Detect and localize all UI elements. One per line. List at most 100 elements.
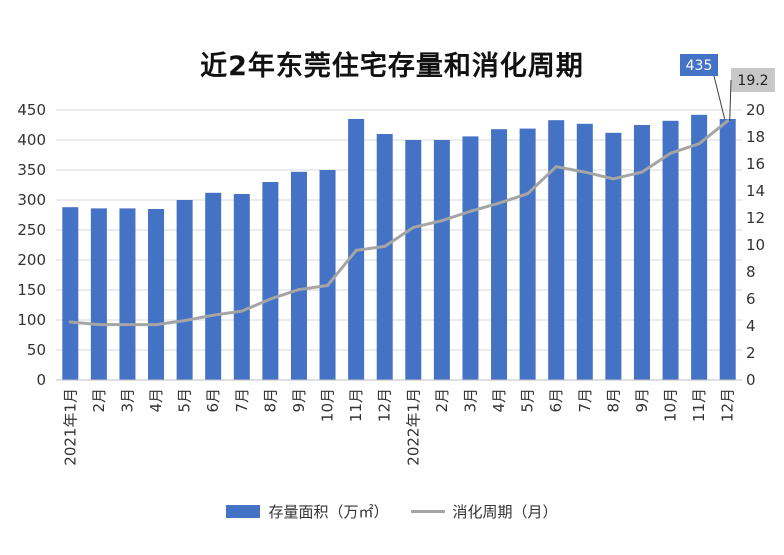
y-left-tick-label: 150 <box>17 281 46 299</box>
x-tick-label: 2022年1月 <box>404 388 422 466</box>
x-tick-label: 12月 <box>719 388 737 422</box>
bar <box>119 208 136 380</box>
x-tick-label: 9月 <box>290 388 308 413</box>
y-right-tick-label: 10 <box>746 236 765 254</box>
x-tick-label: 11月 <box>347 388 365 422</box>
bar <box>205 192 222 380</box>
line-point <box>554 165 558 169</box>
bar <box>576 123 593 381</box>
line-point <box>497 201 501 205</box>
x-tick-label: 12月 <box>376 388 394 422</box>
y-left-tick-label: 200 <box>17 251 46 269</box>
y-right-tick-label: 4 <box>746 317 756 335</box>
y-right-tick-label: 18 <box>746 128 765 146</box>
bar <box>319 170 336 380</box>
bar <box>633 125 650 380</box>
y-right-tick-label: 8 <box>746 263 756 281</box>
y-left-tick-label: 400 <box>17 131 46 149</box>
line-point <box>440 219 444 223</box>
line-point <box>297 288 301 292</box>
bar <box>719 119 736 380</box>
x-tick-label: 6月 <box>204 388 222 413</box>
x-tick-label: 10月 <box>662 388 680 422</box>
legend-swatch-line <box>410 510 445 513</box>
bar <box>176 200 193 380</box>
x-tick-label: 7月 <box>233 388 251 413</box>
bar <box>662 120 679 381</box>
y-right-tick-label: 2 <box>746 344 756 362</box>
legend-swatch-bar <box>226 505 261 518</box>
x-tick-label: 8月 <box>261 388 279 413</box>
x-tick-label: 5月 <box>519 388 537 413</box>
bar <box>148 209 165 380</box>
line-point <box>354 248 358 252</box>
y-left-tick-label: 450 <box>17 101 46 119</box>
x-tick-label: 2月 <box>90 388 108 413</box>
y-right-tick-label: 20 <box>746 101 765 119</box>
annotation-label-stock: 435 <box>686 58 713 74</box>
y-left-tick-label: 50 <box>27 341 46 359</box>
bar <box>233 194 250 380</box>
bar <box>405 140 422 380</box>
y-right-tick-label: 16 <box>746 155 765 173</box>
line-point <box>640 170 644 174</box>
bar <box>90 208 107 380</box>
bar <box>605 132 622 380</box>
line-point <box>154 323 158 327</box>
bar <box>548 120 565 380</box>
legend-label-digestion-period: 消化周期（月） <box>452 503 558 521</box>
x-tick-label: 4月 <box>490 388 508 413</box>
line-point <box>669 151 673 155</box>
bar <box>462 136 479 380</box>
annotation-label-period: 19.2 <box>737 73 768 89</box>
bar <box>691 114 708 381</box>
line-point <box>211 313 215 317</box>
line-point <box>611 177 615 181</box>
bar <box>519 128 536 380</box>
line-point <box>726 119 730 123</box>
x-tick-label: 2月 <box>433 388 451 413</box>
legend-item-stock-area: 存量面积（万㎡） <box>226 501 389 522</box>
y-right-tick-label: 6 <box>746 290 756 308</box>
legend-item-digestion-period: 消化周期（月） <box>410 501 558 522</box>
chart-legend: 存量面积（万㎡） 消化周期（月） <box>0 501 784 522</box>
x-tick-label: 3月 <box>118 388 136 413</box>
y-right-tick-label: 12 <box>746 209 765 227</box>
line-point <box>68 320 72 324</box>
x-tick-label: 11月 <box>690 388 708 422</box>
chart-title: 近2年东莞住宅存量和消化周期 <box>200 51 584 82</box>
bar <box>376 134 393 380</box>
line-point <box>468 209 472 213</box>
bar <box>62 207 79 380</box>
x-tick-label: 10月 <box>319 388 337 422</box>
legend-label-stock-area: 存量面积（万㎡） <box>268 503 389 521</box>
y-left-tick-label: 0 <box>36 371 46 389</box>
annotation-leader-period <box>729 79 732 121</box>
line-point <box>125 323 129 327</box>
bar <box>262 182 279 380</box>
y-left-tick-label: 250 <box>17 221 46 239</box>
x-tick-label: 8月 <box>604 388 622 413</box>
x-tick-label: 3月 <box>461 388 479 413</box>
line-point <box>326 284 330 287</box>
y-left-tick-label: 100 <box>17 311 46 329</box>
line-point <box>526 192 530 196</box>
line-point <box>97 323 101 327</box>
line-point <box>268 297 272 301</box>
y-left-tick-label: 300 <box>17 191 46 209</box>
bar <box>290 171 307 380</box>
series-line <box>70 119 729 327</box>
annotation-box-period <box>731 68 775 92</box>
x-tick-label: 5月 <box>176 388 194 413</box>
y-left-tick-label: 350 <box>17 161 46 179</box>
y-right-tick-label: 14 <box>746 182 765 200</box>
y-right-tick-label: 0 <box>746 371 756 389</box>
x-tick-label: 7月 <box>576 388 594 413</box>
line-point <box>697 142 701 146</box>
annotation-leader-stock <box>713 75 726 120</box>
x-tick-label: 2021年1月 <box>61 388 79 466</box>
line-point <box>240 309 244 313</box>
line-point <box>183 319 187 323</box>
x-tick-label: 4月 <box>147 388 165 413</box>
